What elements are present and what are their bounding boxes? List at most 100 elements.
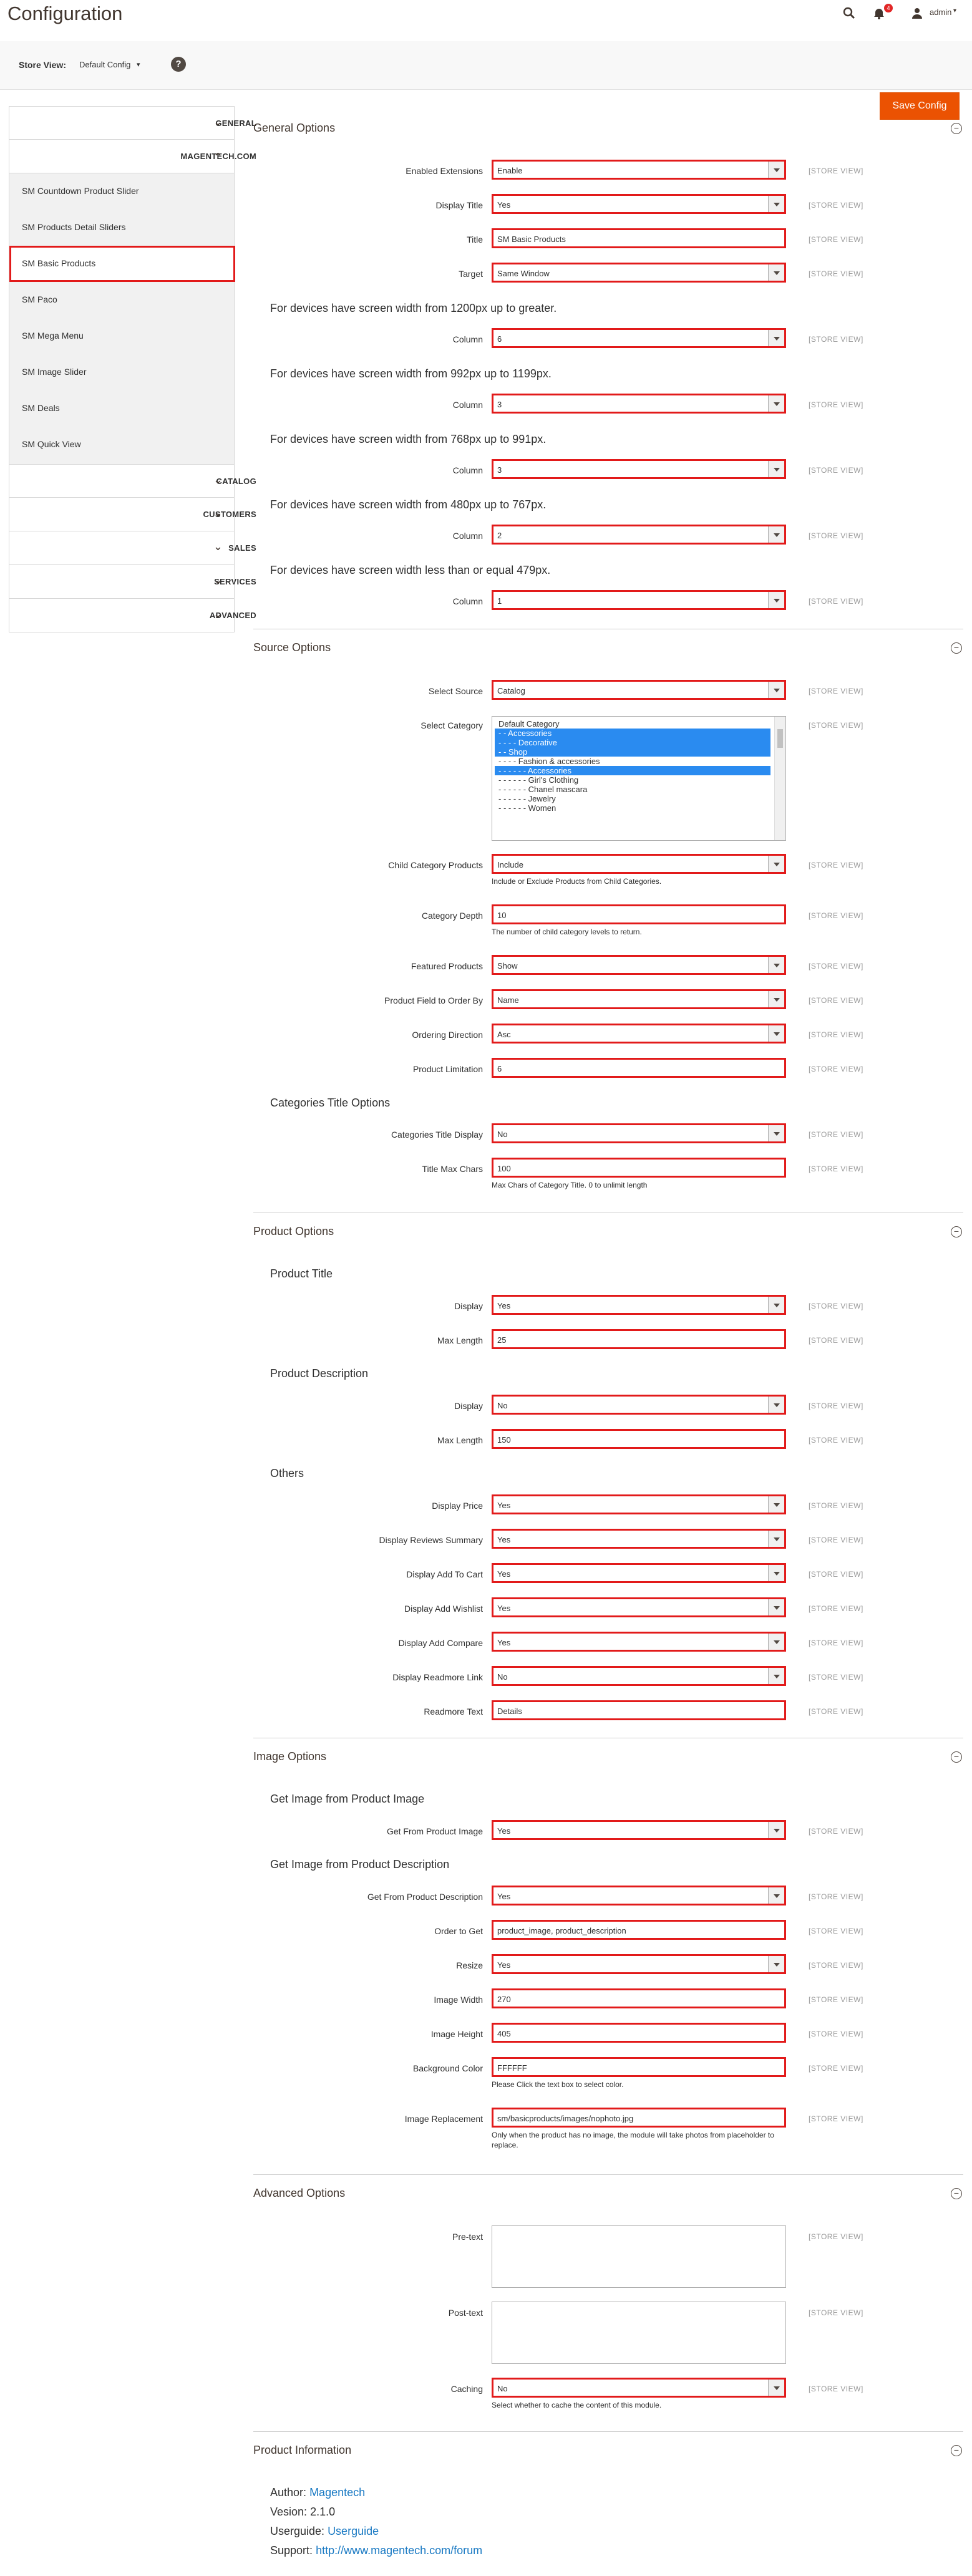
section-title-image[interactable]: Image Options xyxy=(253,1750,327,1763)
category-option[interactable]: - - Accessories xyxy=(495,729,770,738)
title-input[interactable]: SM Basic Products xyxy=(492,228,786,248)
sidebar-tab-catalog[interactable]: CATALOG ⌄ xyxy=(9,464,256,498)
column-select-5[interactable]: 1 xyxy=(492,590,786,610)
product-title-display-select[interactable]: Yes xyxy=(492,1295,786,1315)
support-link[interactable]: http://www.magentech.com/forum xyxy=(316,2544,483,2557)
image-replacement-input[interactable]: sm/basicproducts/images/nophoto.jpg xyxy=(492,2108,786,2128)
sidebar-item-countdown[interactable]: SM Countdown Product Slider xyxy=(9,173,235,210)
display-reviews-select[interactable]: Yes xyxy=(492,1529,786,1549)
column-select-2[interactable]: 3 xyxy=(492,394,786,414)
column-select-1[interactable]: 6 xyxy=(492,328,786,348)
sidebar-item-deals[interactable]: SM Deals xyxy=(9,390,235,427)
product-desc-display-select[interactable]: No xyxy=(492,1395,786,1415)
collapse-icon[interactable]: − xyxy=(951,642,962,654)
sidebar-tab-services[interactable]: SERVICES ⌄ xyxy=(9,565,256,599)
bell-icon[interactable] xyxy=(870,2,888,24)
display-wishlist-select[interactable]: Yes xyxy=(492,1597,786,1617)
category-option[interactable]: - - Shop xyxy=(495,747,770,757)
field-label: Pre-text xyxy=(452,2232,483,2242)
save-config-button[interactable]: Save Config xyxy=(880,92,960,120)
image-width-input[interactable]: 270 xyxy=(492,1988,786,2008)
user-icon[interactable] xyxy=(908,2,926,24)
ordering-direction-select[interactable]: Asc xyxy=(492,1024,786,1043)
scope-label: [STORE VIEW] xyxy=(809,1302,863,1310)
chevron-down-icon: ▾ xyxy=(137,61,140,69)
display-title-select[interactable]: Yes xyxy=(492,194,786,214)
select-category-multiselect[interactable]: Default Category - - Accessories - - - -… xyxy=(492,716,786,841)
scrollbar-thumb[interactable] xyxy=(777,729,783,748)
category-option[interactable]: Default Category xyxy=(498,719,560,729)
enabled-extensions-select[interactable]: Enable xyxy=(492,160,786,180)
caching-select[interactable]: No xyxy=(492,2378,786,2398)
pre-text-textarea[interactable] xyxy=(492,2225,786,2288)
sidebar-item-basic-products[interactable]: SM Basic Products xyxy=(9,246,235,282)
display-add-to-cart-select[interactable]: Yes xyxy=(492,1563,786,1583)
column-select-4[interactable]: 2 xyxy=(492,525,786,545)
category-option[interactable]: - - - - - - Accessories xyxy=(495,766,770,775)
category-option[interactable]: - - - - - - Women xyxy=(498,803,556,813)
get-from-product-image-select[interactable]: Yes xyxy=(492,1820,786,1840)
child-category-select[interactable]: Include xyxy=(492,854,786,874)
section-title-advanced[interactable]: Advanced Options xyxy=(253,2187,346,2199)
author-link[interactable]: Magentech xyxy=(309,2486,366,2499)
title-max-chars-input[interactable]: 100 xyxy=(492,1158,786,1178)
collapse-icon[interactable]: − xyxy=(951,2188,962,2199)
category-option[interactable]: - - - - - - Girl's Clothing xyxy=(498,775,579,785)
collapse-icon[interactable]: − xyxy=(951,2445,962,2456)
post-text-textarea[interactable] xyxy=(492,2302,786,2364)
display-compare-select[interactable]: Yes xyxy=(492,1632,786,1652)
sidebar-item-image-slider[interactable]: SM Image Slider xyxy=(9,354,235,390)
sidebar-tab-sales[interactable]: SALES ⌄ xyxy=(9,531,256,565)
order-by-select[interactable]: Name xyxy=(492,989,786,1009)
collapse-icon[interactable]: − xyxy=(951,1226,962,1237)
search-icon[interactable] xyxy=(840,2,858,24)
order-to-get-input[interactable]: product_image, product_description xyxy=(492,1920,786,1940)
section-title-info[interactable]: Product Information xyxy=(253,2444,352,2456)
sidebar-item-label: SM Deals xyxy=(22,403,60,413)
scope-label: [STORE VIEW] xyxy=(809,2114,863,2123)
display-price-select[interactable]: Yes xyxy=(492,1494,786,1514)
image-height-input[interactable]: 405 xyxy=(492,2023,786,2043)
section-title-general[interactable]: General Options xyxy=(253,122,336,134)
category-option[interactable]: - - - - Decorative xyxy=(495,738,770,747)
sidebar-tab-magentech[interactable]: MAGENTECH.COM ⌃ xyxy=(9,140,256,173)
sidebar-item-paco[interactable]: SM Paco xyxy=(9,282,235,318)
column-select-3[interactable]: 3 xyxy=(492,459,786,479)
collapse-icon[interactable]: − xyxy=(951,123,962,134)
field-label: Featured Products xyxy=(411,961,483,971)
sidebar-tab-advanced[interactable]: ADVANCED ⌄ xyxy=(9,599,256,632)
readmore-text-input[interactable]: Details xyxy=(492,1700,786,1720)
get-from-product-desc-select[interactable]: Yes xyxy=(492,1886,786,1905)
display-readmore-select[interactable]: No xyxy=(492,1666,786,1686)
store-view-switcher[interactable]: Default Config xyxy=(79,60,131,69)
resize-select[interactable]: Yes xyxy=(492,1954,786,1974)
sidebar-item-mega-menu[interactable]: SM Mega Menu xyxy=(9,318,235,354)
scope-label: [STORE VIEW] xyxy=(809,1436,863,1445)
select-source-select[interactable]: Catalog xyxy=(492,680,786,700)
section-title-source[interactable]: Source Options xyxy=(253,641,331,654)
help-icon[interactable]: ? xyxy=(171,57,186,72)
product-limitation-input[interactable]: 6 xyxy=(492,1058,786,1078)
product-desc-max-length-input[interactable]: 150 xyxy=(492,1429,786,1449)
category-depth-input[interactable]: 10 xyxy=(492,904,786,924)
field-label: Ordering Direction xyxy=(412,1030,483,1040)
admin-user-menu[interactable]: admin xyxy=(930,7,952,17)
featured-products-select[interactable]: Show xyxy=(492,955,786,975)
scope-label: [STORE VIEW] xyxy=(809,687,863,695)
scrollbar[interactable] xyxy=(774,717,785,840)
category-option[interactable]: - - - - - - Chanel mascara xyxy=(498,785,588,794)
sidebar-item-detail-sliders[interactable]: SM Products Detail Sliders xyxy=(9,210,235,246)
sidebar-tab-general[interactable]: GENERAL ⌄ xyxy=(9,106,256,140)
sidebar-item-quick-view[interactable]: SM Quick View xyxy=(9,427,235,463)
collapse-icon[interactable]: − xyxy=(951,1751,962,1763)
background-color-input[interactable]: FFFFFF xyxy=(492,2057,786,2077)
section-title-product[interactable]: Product Options xyxy=(253,1225,334,1237)
sidebar-tab-customers[interactable]: CUSTOMERS ⌄ xyxy=(9,498,256,531)
product-title-max-length-input[interactable]: 25 xyxy=(492,1329,786,1349)
category-option[interactable]: - - - - Fashion & accessories xyxy=(498,757,600,766)
device-heading: For devices have screen width from 768px… xyxy=(270,433,547,445)
userguide-link[interactable]: Userguide xyxy=(328,2525,379,2537)
target-select[interactable]: Same Window xyxy=(492,263,786,283)
categories-title-display-select[interactable]: No xyxy=(492,1123,786,1143)
category-option[interactable]: - - - - - - Jewelry xyxy=(498,794,556,803)
